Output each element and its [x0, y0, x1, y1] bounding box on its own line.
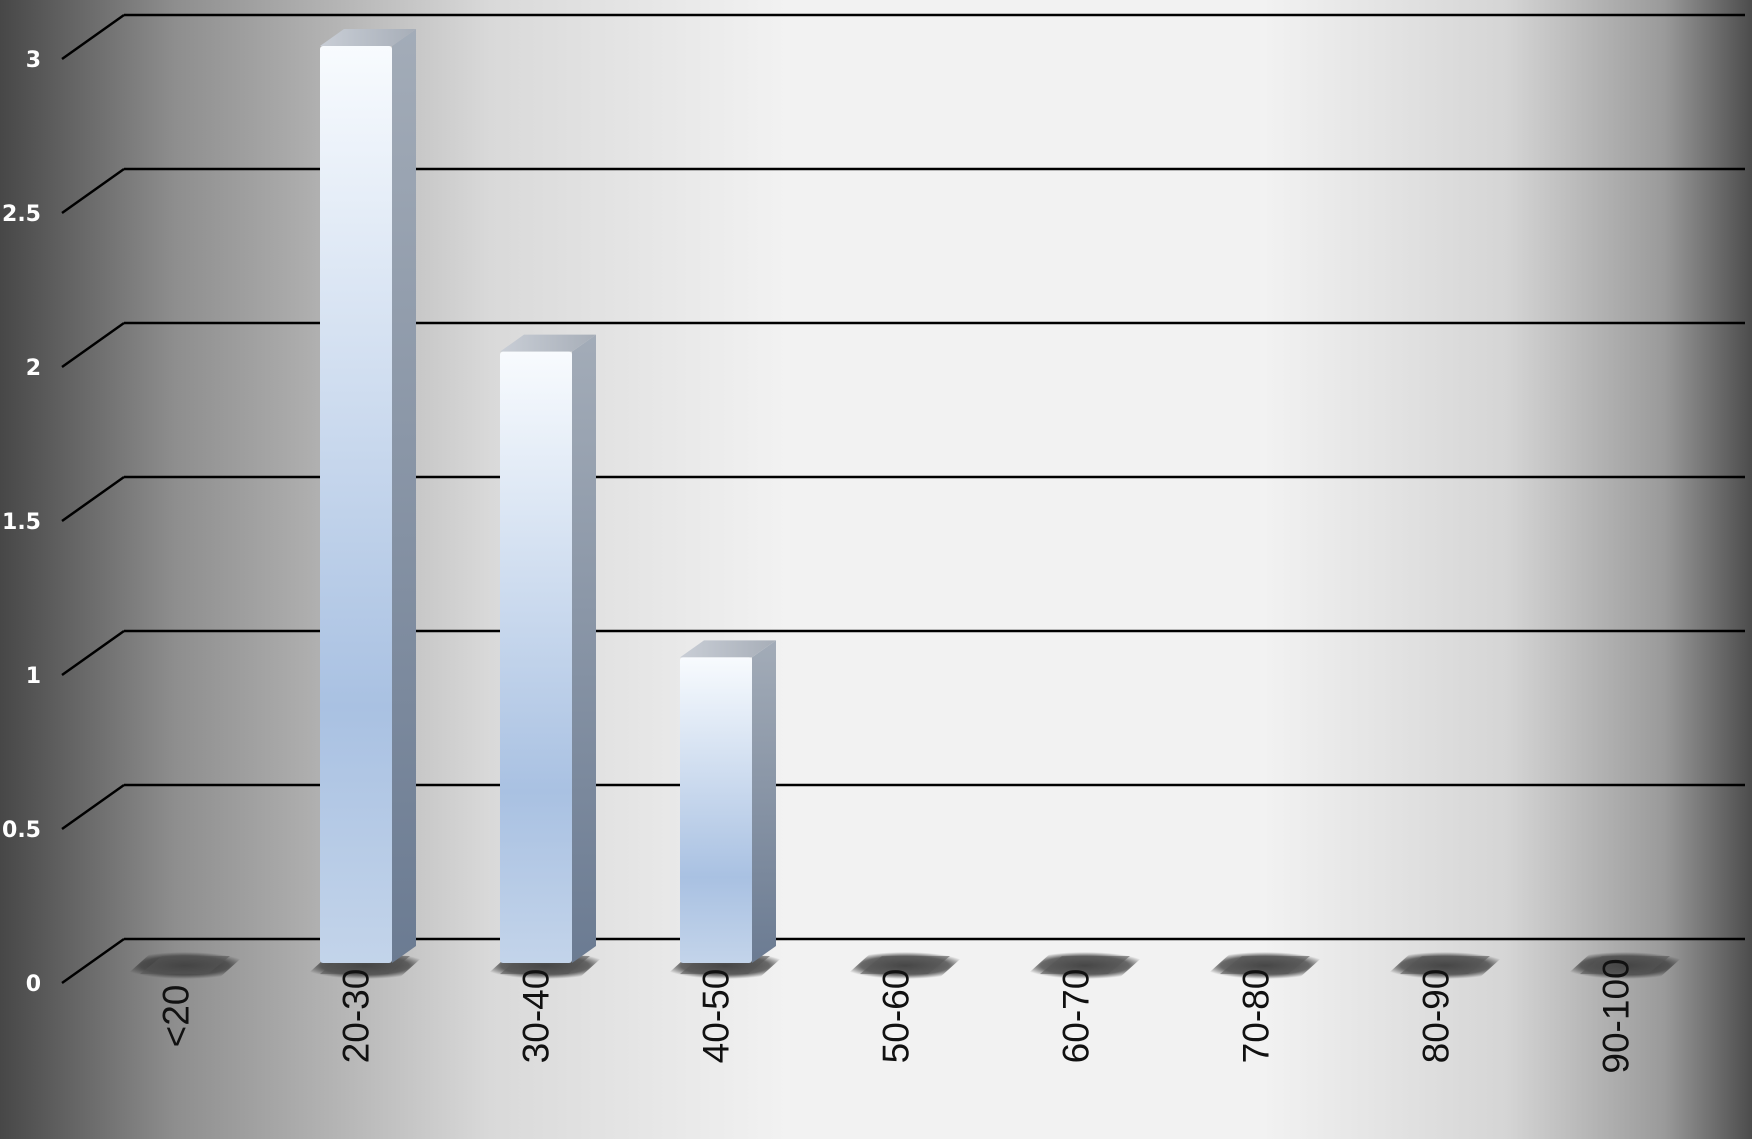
- x-tick-label: 50-60: [876, 969, 917, 1064]
- bar-shadow-core: [1580, 956, 1670, 974]
- bar-front: [320, 46, 392, 963]
- bar-top: [500, 334, 596, 352]
- x-tick-label: 30-40: [516, 969, 557, 1064]
- gridline-diagonal: [61, 783, 125, 831]
- bar-side: [392, 29, 416, 963]
- x-tick-label: <20: [156, 985, 197, 1048]
- y-tick-label: 0: [26, 972, 41, 997]
- bar-front: [680, 657, 752, 963]
- y-tick-label: 1: [26, 664, 41, 689]
- bar: [320, 29, 416, 963]
- gridline-diagonal: [61, 13, 125, 61]
- x-tick-label: 70-80: [1236, 969, 1277, 1064]
- bar-shadow-core: [140, 956, 230, 974]
- gridline-diagonal: [61, 321, 125, 369]
- gridline-diagonal: [61, 167, 125, 215]
- x-tick-label: 40-50: [696, 969, 737, 1064]
- bar-top: [680, 640, 776, 658]
- bar-side: [572, 334, 596, 964]
- x-tick-label: 90-100: [1596, 958, 1637, 1073]
- y-tick-label: 3: [26, 48, 41, 73]
- gridline-diagonal: [61, 937, 125, 985]
- x-tick-label: 80-90: [1416, 969, 1457, 1064]
- gridline-diagonal: [61, 629, 125, 677]
- bar-top: [320, 29, 416, 46]
- bar-shadow-core: [860, 956, 950, 974]
- y-tick-label: 2.5: [2, 202, 41, 227]
- bar-shadow-core: [1400, 956, 1490, 974]
- y-tick-label: 0.5: [2, 818, 41, 843]
- bar: [680, 640, 776, 963]
- y-axis-ticks: 0 0.5 1 1.5 2 2.5 3: [2, 48, 41, 997]
- bars: [320, 29, 776, 964]
- bar-side: [752, 640, 776, 963]
- x-axis-ticks: <20 20-30 30-40 40-50 50-60 60-70 70-80 80-90 90…: [156, 958, 1637, 1073]
- gridline-diagonal: [61, 475, 125, 523]
- bar: [500, 334, 596, 964]
- x-tick-label: 20-30: [336, 969, 377, 1064]
- bar-front: [500, 351, 572, 964]
- bar-shadow-core: [1220, 956, 1310, 974]
- bar-shadow-core: [1040, 956, 1130, 974]
- x-tick-label: 60-70: [1056, 969, 1097, 1064]
- y-tick-label: 2: [26, 356, 41, 381]
- y-tick-label: 1.5: [2, 510, 41, 535]
